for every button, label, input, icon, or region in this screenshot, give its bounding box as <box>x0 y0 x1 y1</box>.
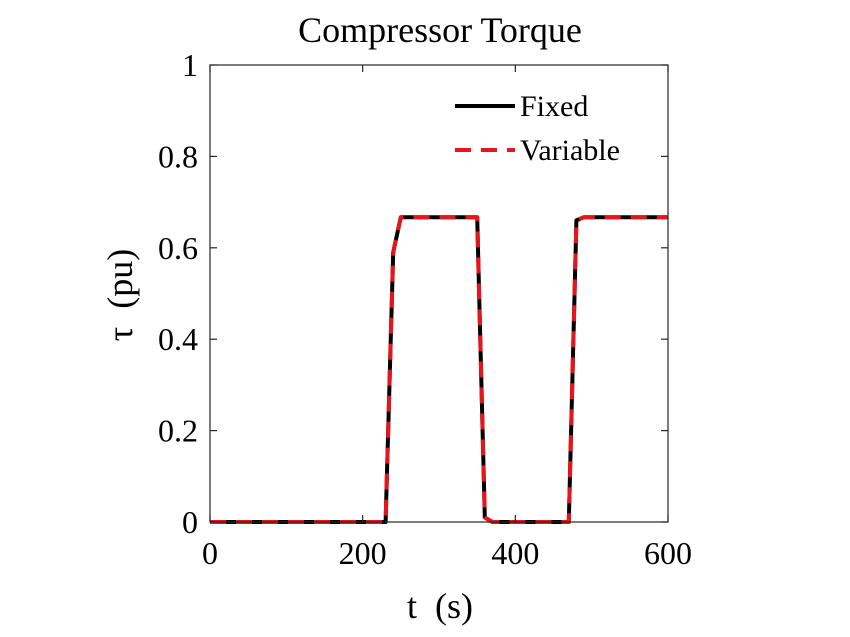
legend: Fixed Variable <box>455 90 620 167</box>
legend-label-fixed: Fixed <box>520 90 588 123</box>
chart-title: Compressor Torque <box>298 10 582 50</box>
x-tick-label: 400 <box>491 535 539 571</box>
y-tick-label: 0.4 <box>158 321 198 357</box>
tick-labels: 0 200 400 600 0 0.2 0.4 0.6 0.8 1 <box>158 47 692 571</box>
legend-label-variable: Variable <box>520 134 620 167</box>
y-tick-label: 0 <box>182 504 198 540</box>
y-tick-label: 0.6 <box>158 230 198 266</box>
y-tick-label: 1 <box>182 47 198 83</box>
y-tick-label: 0.2 <box>158 413 198 449</box>
x-axis-label: t (s) <box>407 586 473 626</box>
plot-area <box>210 215 668 524</box>
axes <box>209 64 669 523</box>
axes-box <box>209 64 669 523</box>
y-axis-label: τ (pu) <box>100 249 140 341</box>
x-tick-label: 0 <box>202 535 218 571</box>
x-tick-label: 200 <box>339 535 387 571</box>
x-tick-label: 600 <box>644 535 692 571</box>
series-line-fixed <box>210 215 668 524</box>
y-tick-label: 0.8 <box>158 138 198 174</box>
series-line-variable <box>210 215 668 524</box>
